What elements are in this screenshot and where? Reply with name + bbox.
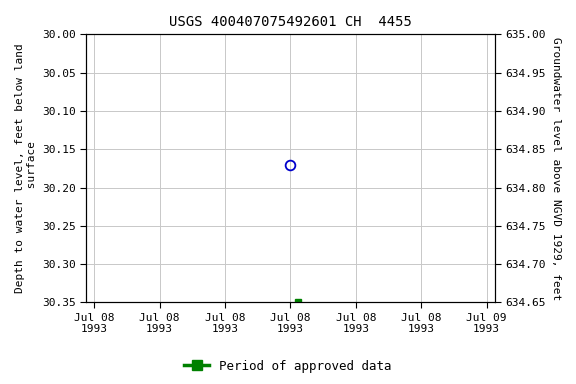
Y-axis label: Groundwater level above NGVD 1929, feet: Groundwater level above NGVD 1929, feet bbox=[551, 37, 561, 300]
Title: USGS 400407075492601 CH  4455: USGS 400407075492601 CH 4455 bbox=[169, 15, 412, 29]
Legend: Period of approved data: Period of approved data bbox=[179, 355, 397, 378]
Y-axis label: Depth to water level, feet below land
 surface: Depth to water level, feet below land su… bbox=[15, 43, 37, 293]
